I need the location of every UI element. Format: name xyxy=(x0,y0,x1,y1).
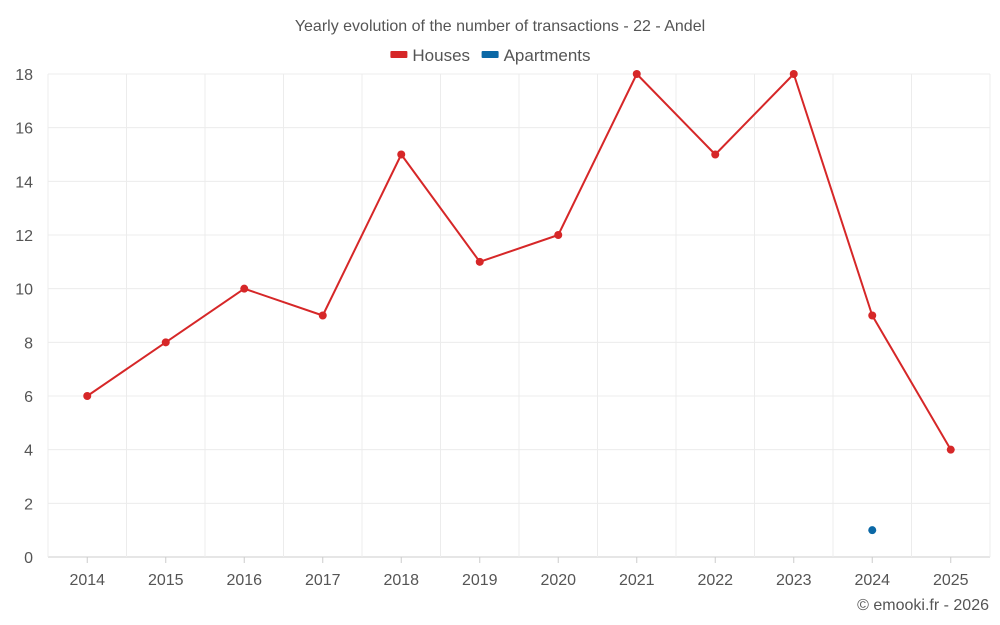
legend-label: Apartments xyxy=(504,46,591,65)
legend: Houses Apartments xyxy=(390,46,591,65)
data-point-houses[interactable] xyxy=(554,231,563,239)
x-tick-label: 2017 xyxy=(305,572,341,589)
gridlines xyxy=(47,73,991,558)
series-group xyxy=(83,70,955,535)
data-point-houses[interactable] xyxy=(318,311,327,320)
data-point-houses[interactable] xyxy=(397,150,406,159)
y-tick-label: 0 xyxy=(24,550,33,567)
x-axis: 2014 2015 2016 2017 2018 2019 2020 2021 2022 2023… xyxy=(69,557,969,589)
y-tick-label: 4 xyxy=(24,443,33,460)
x-tick-label: 2021 xyxy=(619,572,655,589)
legend-label: Houses xyxy=(412,46,470,65)
y-tick-label: 16 xyxy=(15,121,33,138)
x-tick-label: 2025 xyxy=(933,572,969,589)
legend-item-houses[interactable]: Houses xyxy=(390,46,470,65)
y-tick-label: 10 xyxy=(15,282,33,299)
data-point-houses[interactable] xyxy=(161,338,170,347)
x-tick-label: 2014 xyxy=(69,572,105,589)
x-tick-label: 2018 xyxy=(383,572,419,589)
x-tick-label: 2016 xyxy=(226,572,262,589)
legend-swatch xyxy=(481,51,499,58)
y-axis: 0 2 4 6 8 10 12 14 16 18 xyxy=(15,67,33,567)
y-tick-label: 12 xyxy=(15,228,33,245)
x-tick-label: 2022 xyxy=(697,572,733,589)
data-point-houses[interactable] xyxy=(946,445,955,454)
x-tick-label: 2023 xyxy=(776,572,812,589)
data-point-apartments[interactable] xyxy=(868,526,877,535)
data-point-houses[interactable] xyxy=(475,257,484,266)
y-tick-label: 8 xyxy=(24,335,33,352)
legend-item-apartments[interactable]: Apartments xyxy=(481,46,591,65)
y-tick-label: 6 xyxy=(24,389,33,406)
y-tick-label: 18 xyxy=(15,67,33,84)
legend-swatch xyxy=(390,51,408,58)
y-tick-label: 2 xyxy=(24,496,33,513)
x-tick-label: 2024 xyxy=(854,572,890,589)
data-point-houses[interactable] xyxy=(711,150,720,159)
x-tick-label: 2020 xyxy=(540,572,576,589)
data-point-houses[interactable] xyxy=(632,70,641,78)
x-tick-label: 2015 xyxy=(148,572,184,589)
chart-title: Yearly evolution of the number of transa… xyxy=(295,18,705,35)
series-line-houses xyxy=(86,73,952,451)
data-point-houses[interactable] xyxy=(83,392,92,400)
data-point-houses[interactable] xyxy=(868,311,877,320)
footer-credit: © emooki.fr - 2026 xyxy=(857,597,989,614)
data-point-houses[interactable] xyxy=(240,284,249,293)
data-point-houses[interactable] xyxy=(789,70,798,78)
x-tick-label: 2019 xyxy=(462,572,498,589)
y-tick-label: 14 xyxy=(15,174,33,191)
